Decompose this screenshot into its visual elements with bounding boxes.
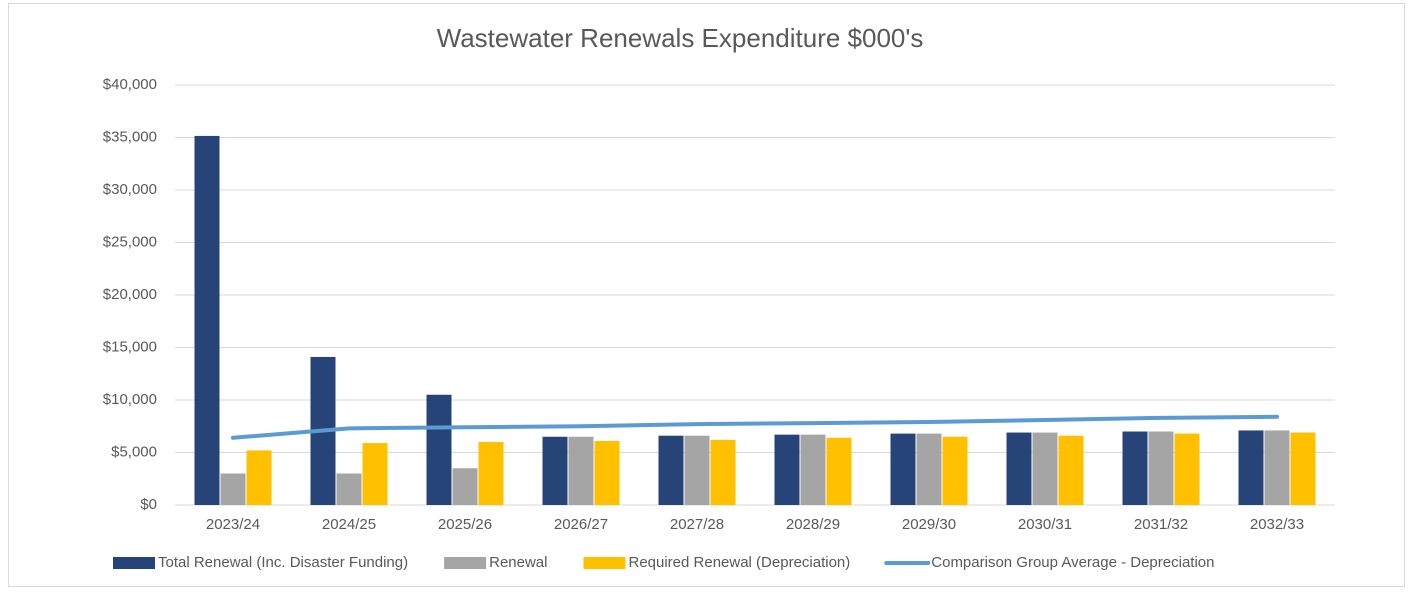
legend-label: Required Renewal (Depreciation) [628, 554, 850, 571]
x-tick-label: 2027/28 [670, 516, 724, 533]
x-tick-label: 2025/26 [438, 516, 492, 533]
bar [1148, 431, 1174, 505]
line-series [231, 414, 1279, 440]
x-tick-label: 2023/24 [206, 516, 260, 533]
y-tick-label: $30,000 [103, 181, 157, 198]
bar [426, 394, 452, 505]
bar [1122, 431, 1148, 505]
bar [594, 440, 620, 505]
bar [542, 436, 568, 505]
bar [246, 450, 272, 505]
x-tick-label: 2030/31 [1018, 516, 1072, 533]
bar [1006, 432, 1032, 505]
bar [1058, 435, 1084, 505]
legend-swatch [583, 557, 626, 569]
legend-label: Renewal [489, 554, 547, 571]
x-tick-label: 2032/33 [1250, 516, 1304, 533]
legend-swatch [444, 557, 487, 569]
legend-label: Comparison Group Average - Depreciation [931, 554, 1214, 571]
chart-title: Wastewater Renewals Expenditure $000's [437, 23, 924, 53]
bar [362, 443, 388, 505]
bar [336, 473, 362, 505]
bar [194, 135, 220, 506]
y-tick-label: $15,000 [103, 338, 157, 355]
bar [1290, 432, 1316, 505]
y-tick-label: $25,000 [103, 233, 157, 250]
x-tick-label: 2024/25 [322, 516, 376, 533]
bar [1174, 433, 1200, 505]
bar [1264, 430, 1290, 505]
bar [1032, 432, 1058, 505]
x-tick-label: 2028/29 [786, 516, 840, 533]
legend-swatch [113, 557, 155, 569]
y-tick-label: $10,000 [103, 391, 157, 408]
y-tick-label: $20,000 [103, 286, 157, 303]
bar [568, 436, 594, 505]
bar [710, 439, 736, 505]
bar [800, 434, 826, 505]
bar [942, 436, 968, 505]
bar [916, 433, 942, 505]
x-tick-label: 2026/27 [554, 516, 608, 533]
y-tick-label: $40,000 [103, 76, 157, 93]
bar [658, 435, 684, 505]
bar [890, 433, 916, 505]
bar [478, 442, 504, 505]
bar [452, 468, 478, 505]
x-tick-label: 2031/32 [1134, 516, 1188, 533]
bar [1238, 430, 1264, 505]
y-tick-label: $5,000 [111, 443, 157, 460]
legend-label: Total Renewal (Inc. Disaster Funding) [158, 554, 408, 571]
bar [684, 435, 710, 505]
x-tick-label: 2029/30 [902, 516, 956, 533]
y-tick-label: $35,000 [103, 128, 157, 145]
bar [774, 434, 800, 505]
bar [220, 473, 246, 505]
bar [826, 437, 852, 505]
y-tick-label: $0 [140, 496, 157, 513]
